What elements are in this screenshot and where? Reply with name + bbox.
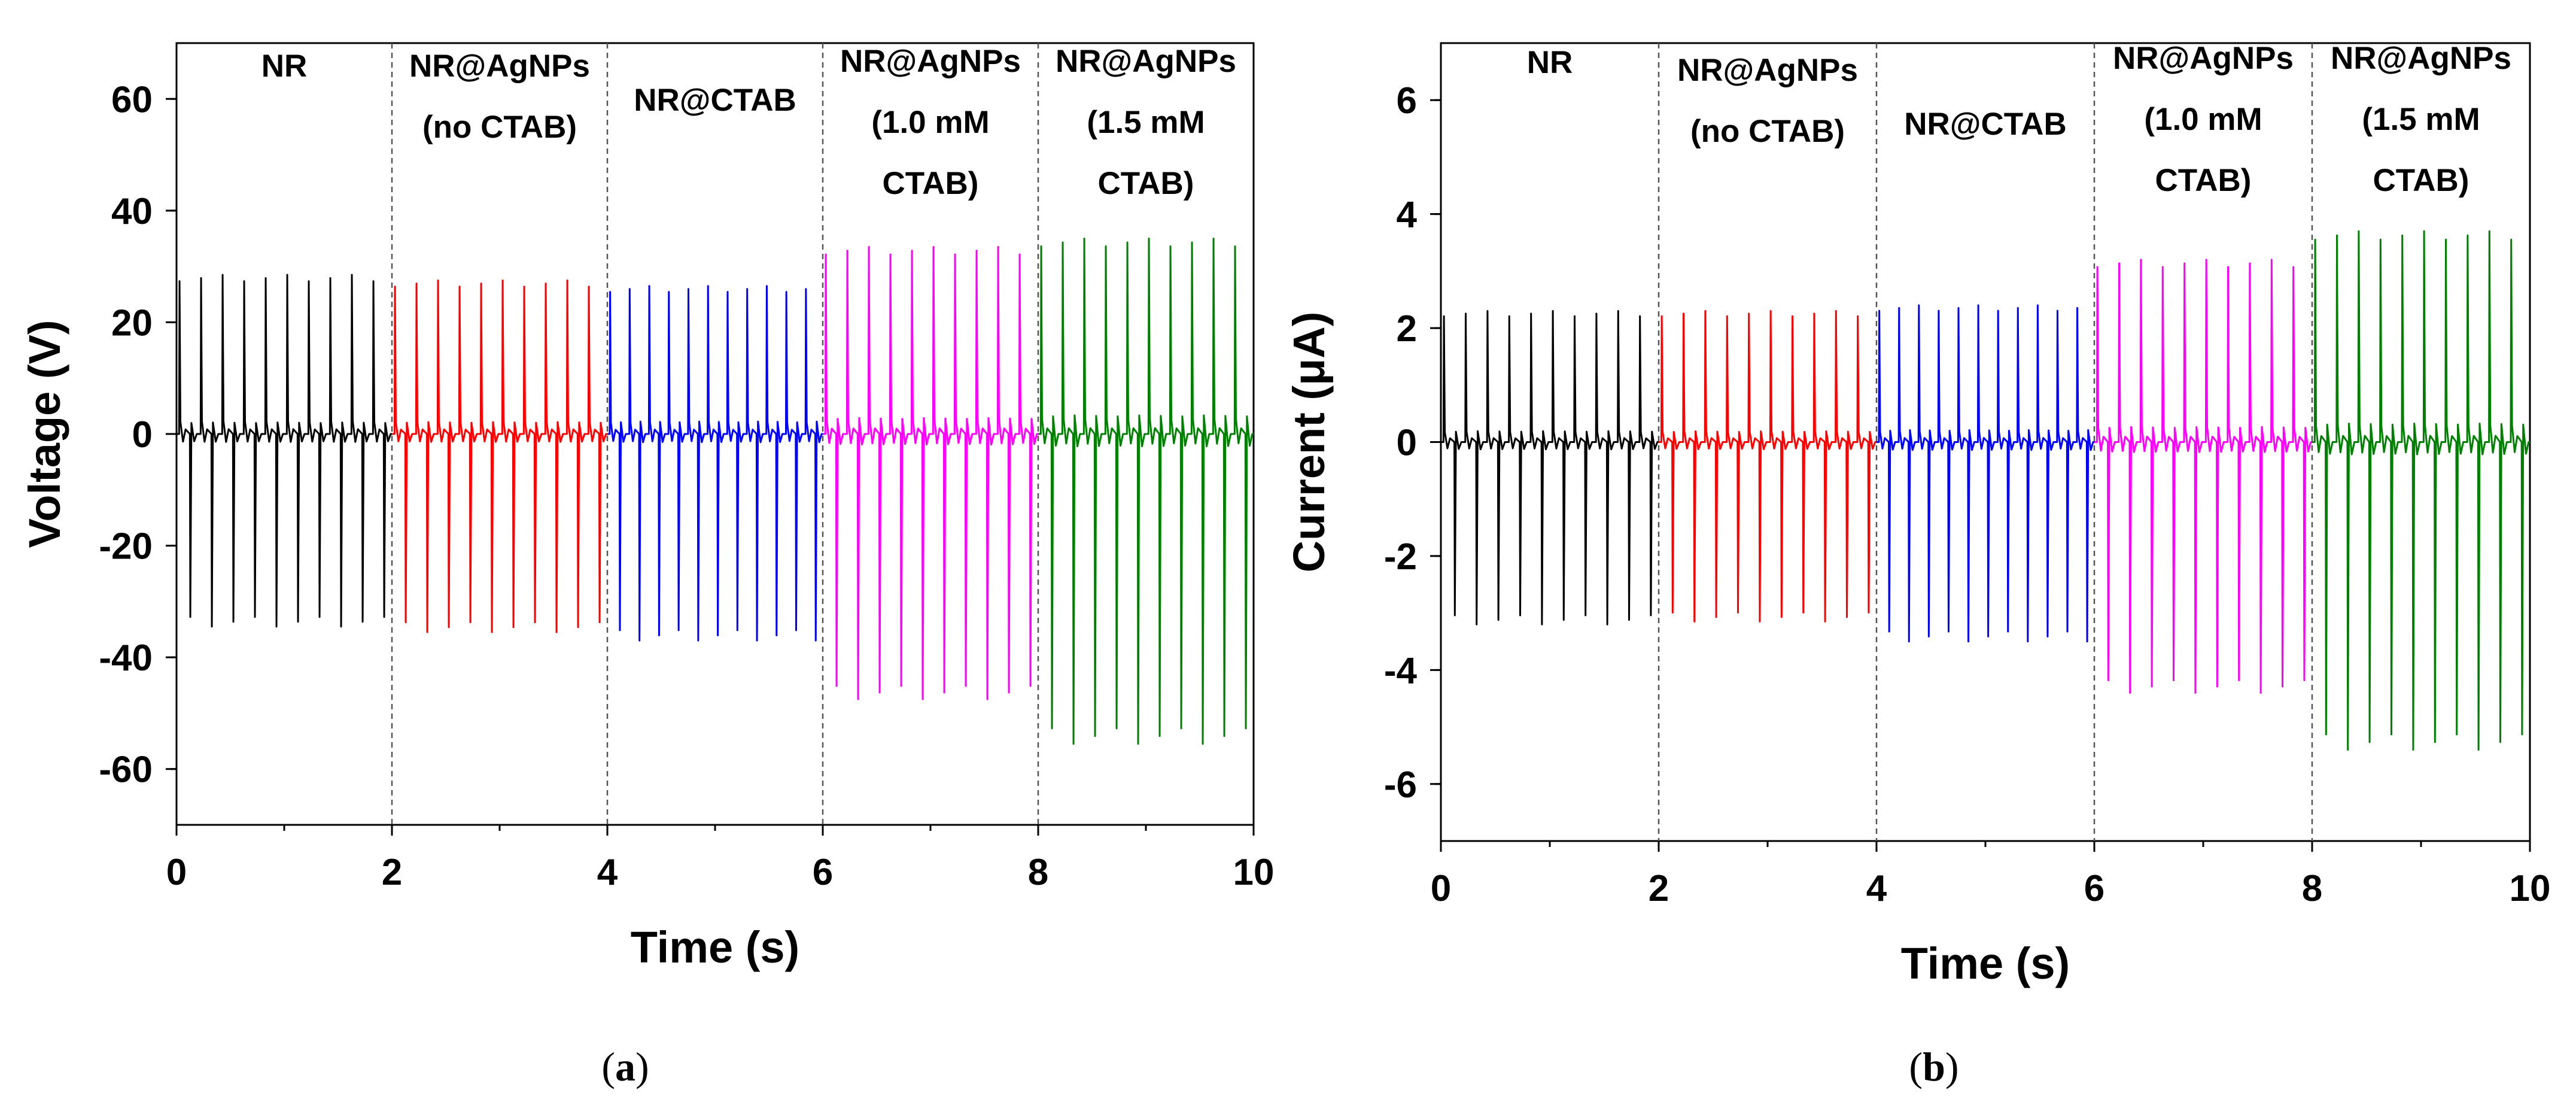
panel-caption: (b) [1909,1044,1958,1089]
x-tick-label: 0 [1431,868,1451,909]
segment-label: NR@CTAB [634,83,796,118]
segment-label: (1.0 mM [871,105,989,140]
caption-paren: ( [601,1044,615,1089]
caption-paren: ( [1909,1044,1923,1089]
y-tick-label: 2 [1397,308,1417,350]
segment-label: NR@CTAB [1904,107,2067,142]
y-tick-label: -40 [99,637,153,679]
x-tick-label: 2 [382,852,402,893]
x-tick-label: 6 [813,852,833,893]
y-tick-label: 60 [111,79,153,120]
y-tick-label: 0 [132,414,153,456]
x-tick-label: 8 [2302,868,2322,909]
x-tick-label: 2 [1649,868,1669,909]
x-tick-label: 0 [166,852,187,893]
x-tick-label: 4 [597,852,618,893]
series-trace-group [2312,230,2530,751]
series-trace [177,274,392,628]
segment-label: CTAB) [2155,163,2252,198]
x-axis-title: Time (s) [631,922,799,972]
series-trace-group [1877,304,2094,643]
y-tick-label: 0 [1397,423,1417,464]
series-trace [1877,304,2094,643]
series-trace-group [1659,310,1877,623]
x-axis-title: Time (s) [1901,939,2070,988]
caption-paren: ) [1945,1044,1959,1089]
segment-label: CTAB) [1098,166,1194,201]
y-tick-label: -6 [1384,764,1417,806]
series-trace [1441,310,1659,626]
plot-frame [175,42,1255,826]
segment-label: NR@AgNPs [2113,41,2294,76]
segment-label: NR@AgNPs [2331,41,2511,76]
y-tick-label: -2 [1384,536,1417,578]
series-trace [1038,238,1254,745]
segment-label: NR@AgNPs [409,48,590,84]
y-tick-label: -20 [99,526,153,567]
y-axis-title: Voltage (V) [20,320,69,548]
series-trace-group [177,274,392,628]
segment-label: (1.0 mM [2144,102,2262,137]
y-tick-label: -60 [99,749,153,791]
x-tick-label: 8 [1028,852,1048,893]
caption-letter: b [1923,1044,1945,1089]
segment-label: (no CTAB) [1690,114,1845,149]
y-axis-title: Current (μA) [1284,312,1334,573]
series-trace-group [823,245,1038,700]
series-trace [392,279,607,633]
segment-label: NR@AgNPs [1056,44,1236,79]
panel-caption: (a) [601,1044,649,1089]
x-tick-label: 6 [2084,868,2104,909]
y-tick-label: 4 [1397,195,1418,236]
segment-label: (no CTAB) [422,110,577,145]
y-tick-label: 6 [1397,80,1417,122]
segment-label: CTAB) [2373,163,2469,198]
caption-paren: ) [635,1044,649,1089]
series-trace-group [1441,310,1659,626]
y-tick-label: -4 [1384,650,1418,691]
series-trace-group [2094,259,2312,694]
x-tick-label: 10 [2510,868,2551,909]
series-trace-group [607,285,823,642]
segment-label: (1.5 mM [1087,105,1205,140]
series-trace [1659,310,1877,623]
y-tick-label: 40 [111,191,153,232]
segment-label: NR@AgNPs [1677,53,1858,88]
series-trace-group [1038,238,1254,745]
plot-frame [1440,42,2531,842]
series-trace [2094,259,2312,694]
x-tick-label: 4 [1866,868,1887,909]
series-trace [2312,230,2530,751]
y-tick-label: 20 [111,302,153,344]
series-trace [607,285,823,642]
segment-label: NR [1527,45,1573,80]
panel-a-voltage-chart: 0 2 4 6 8 10 -60 -40 -20 0 20 40 60 Time (s) Voltage (… [20,42,1275,1089]
segment-label: NR@AgNPs [840,44,1021,79]
segment-label: CTAB) [883,166,979,201]
segment-label: (1.5 mM [2362,102,2480,137]
segment-label: NR [261,48,308,84]
caption-letter: a [615,1044,635,1089]
series-trace-group [392,279,607,633]
series-trace [823,245,1038,700]
panel-b-current-chart: 0 2 4 6 8 10 -6 -4 -2 0 2 4 6 Time (s) Current (μA) NR N… [1284,41,2550,1089]
x-tick-label: 10 [1233,852,1275,893]
